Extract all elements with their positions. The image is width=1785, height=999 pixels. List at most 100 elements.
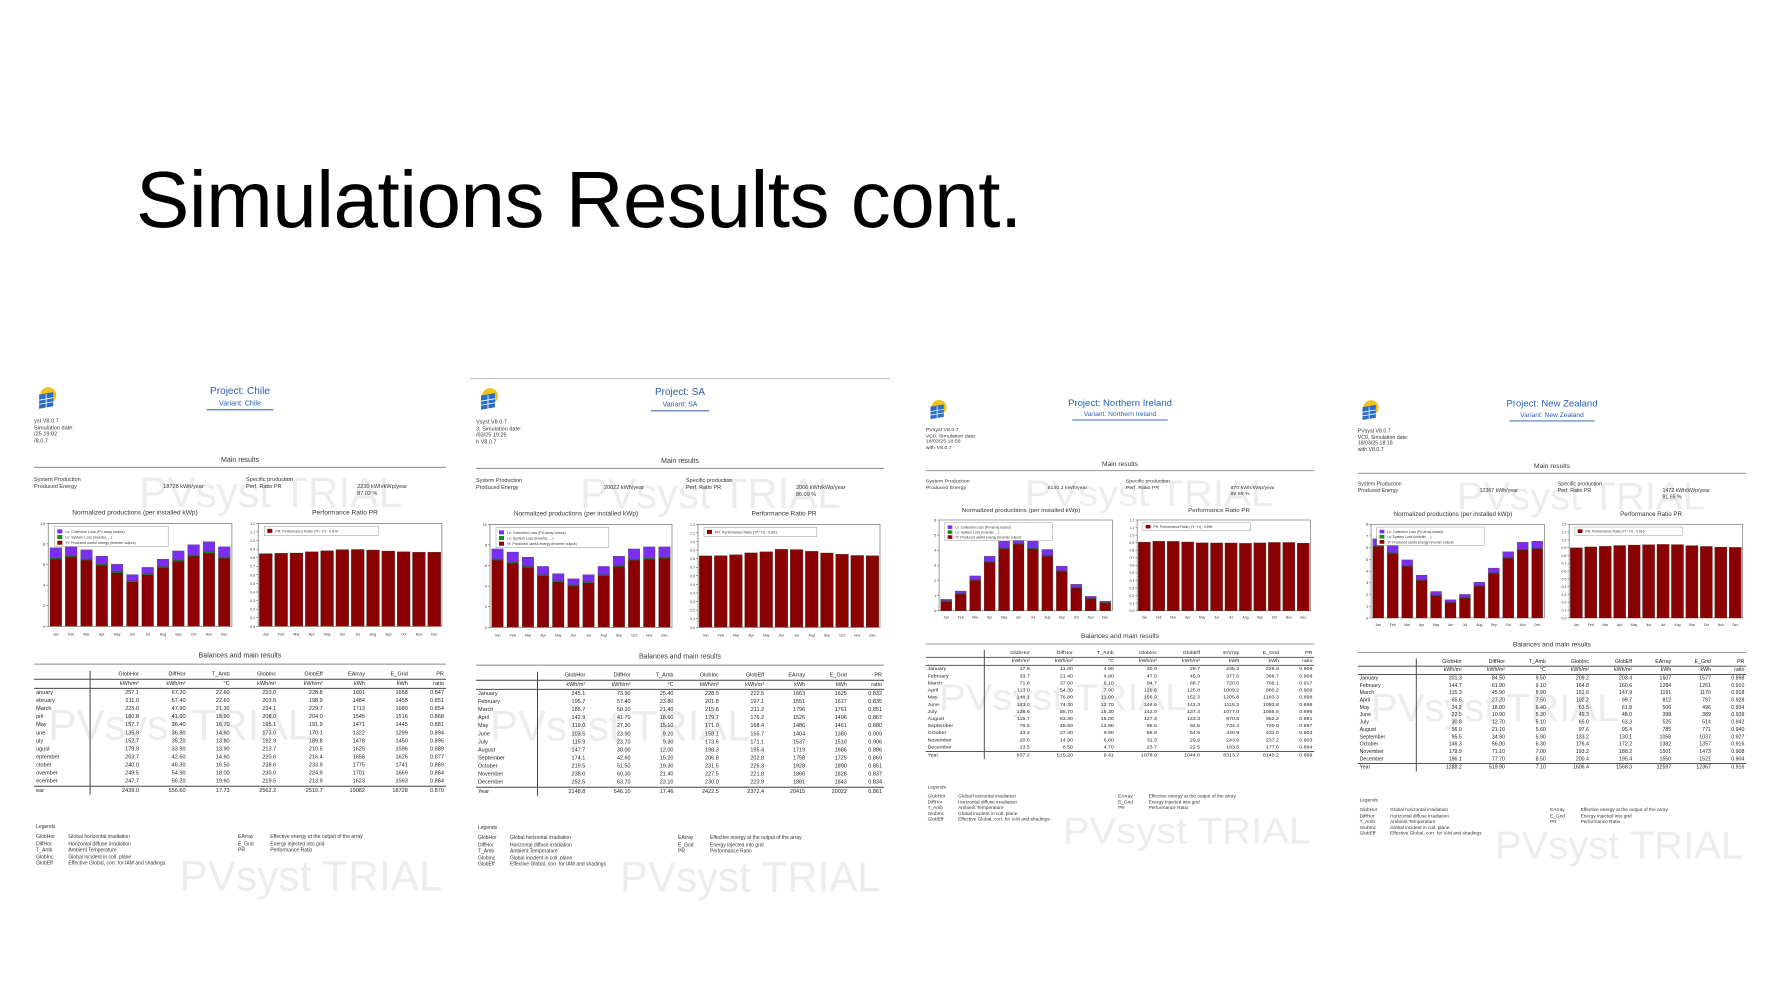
x-tick-label: Dec bbox=[1102, 616, 1108, 620]
table-cell: 0.891 bbox=[1299, 716, 1313, 722]
table-cell: 202.8 bbox=[750, 755, 765, 762]
table-cell: November bbox=[1357, 748, 1418, 756]
y-tick-label: 3 bbox=[934, 564, 936, 568]
table-cell: 720.6 bbox=[1226, 680, 1240, 687]
chart-legend: PR: Performance Ratio (Yf / Yr) : 0.899 bbox=[1142, 522, 1251, 531]
table-cell: 0.942 bbox=[1731, 719, 1745, 726]
x-tick-label: Oct bbox=[1506, 623, 1511, 627]
table-cell: 177.6 bbox=[1265, 744, 1279, 751]
table-cell: 0.928 bbox=[1731, 697, 1745, 704]
bar-segment bbox=[1444, 599, 1457, 603]
legend-key: GlobEff bbox=[927, 816, 944, 823]
bar-segment bbox=[157, 567, 169, 627]
table-header-row: GlobHor DiffHor T_Amb GlobInc GlobEff EArray E… bbox=[925, 649, 1315, 658]
table-cell: 1183.3 bbox=[1263, 695, 1279, 701]
table-row: November 238.0 60.30 21.40 227.5 221.8 1866 182… bbox=[476, 770, 884, 779]
legend-desc: Performance Ratio bbox=[270, 847, 313, 854]
pr-bar bbox=[699, 555, 713, 628]
table-cell: 137.4 bbox=[1186, 709, 1201, 715]
pr-bar bbox=[744, 552, 758, 628]
meta-line: VC0, Simulation date: bbox=[1357, 434, 1409, 441]
table-cell: 980.2 bbox=[1265, 688, 1279, 694]
table-cell: 0.847 bbox=[430, 689, 444, 696]
table-row: March 71.8 37.00 6.10 94.7 88.7 720.6 706.1 0.91… bbox=[925, 680, 1315, 688]
table-header-cell: kWh/m² bbox=[1031, 657, 1075, 666]
table-cell: 71.8 bbox=[1019, 680, 1030, 687]
table-cell: 243.9 bbox=[1226, 737, 1240, 744]
specific-production-label: Specific production bbox=[1557, 482, 1602, 488]
table-cell: 17.46 bbox=[632, 786, 676, 796]
produced-energy-label: Produced Energy bbox=[925, 485, 967, 491]
table-cell: 0.939 bbox=[1731, 712, 1745, 719]
table-row: eptember 203.7 42.60 14.60 220.6 216.4 1656 162… bbox=[34, 753, 446, 762]
table-cell: 2562.2 bbox=[231, 785, 279, 795]
table-header-cell: kWh/m² bbox=[587, 680, 633, 690]
x-tick-label: Jul bbox=[145, 632, 150, 636]
system-production-label: System Production bbox=[925, 479, 970, 485]
table-cell: April bbox=[925, 687, 986, 695]
watermark: PVsyst TRIAL bbox=[620, 853, 881, 901]
table-cell: 1526 bbox=[792, 715, 806, 722]
table-cell: 0.916 bbox=[1712, 763, 1747, 772]
y-tick-label: 1.2 bbox=[1130, 518, 1135, 522]
x-tick-label: Nov bbox=[854, 633, 861, 637]
x-tick-label: Aug bbox=[1674, 623, 1680, 627]
legend-desc: Global horizontal irradiation bbox=[1390, 807, 1449, 813]
table-row: April 142.9 41.70 18.60 179.7 176.2 1526 1496 0.… bbox=[476, 714, 884, 723]
x-tick-label: Feb bbox=[1390, 623, 1396, 627]
table-cell: 29.9 bbox=[1189, 737, 1201, 744]
table-cell: 148.6 bbox=[1143, 702, 1157, 708]
table-cell: August bbox=[925, 715, 986, 723]
table-cell: 174.1 bbox=[571, 755, 586, 762]
pr-bar bbox=[790, 549, 804, 628]
table-cell: 45.60 bbox=[1059, 723, 1073, 729]
legend-desc: Ambient Temperature bbox=[510, 848, 558, 855]
table-cell: 1866 bbox=[792, 771, 806, 778]
bar-segment bbox=[111, 571, 124, 573]
x-tick-label: Jul bbox=[1661, 623, 1666, 627]
table-row: ovember 249.5 54.90 18.00 230.0 224.9 1701 1669… bbox=[34, 769, 446, 778]
system-production-label: System Production bbox=[1357, 482, 1402, 488]
table-header-cell: EArray bbox=[766, 671, 808, 681]
table-cell: May bbox=[34, 721, 91, 730]
y-tick-label: 2 bbox=[43, 603, 46, 608]
y-tick-label: 6 bbox=[1366, 546, 1368, 550]
table-cell: 237.2 bbox=[1265, 737, 1279, 744]
table-header-cell: EArray bbox=[324, 670, 367, 680]
table-cell: 23.90 bbox=[616, 731, 631, 738]
bar-segment bbox=[1070, 587, 1082, 611]
project-title: Project: Northern Ireland bbox=[1068, 399, 1172, 409]
table-cell: 43.2 bbox=[1019, 730, 1030, 736]
x-tick-label: Jan bbox=[263, 632, 269, 636]
y-tick-label: 8 bbox=[1366, 523, 1368, 527]
bar-segment bbox=[1459, 597, 1471, 619]
bar-segment bbox=[65, 557, 78, 627]
table-cell: October bbox=[925, 729, 986, 737]
meta-line: /25 19:02 bbox=[34, 431, 58, 438]
table-cell: 88.7 bbox=[1189, 680, 1201, 687]
y-tick-label: 0.9 bbox=[1562, 546, 1567, 550]
legend-label: Lc: Collection Loss (PV-array losses) bbox=[507, 531, 566, 535]
table-cell: 36.40 bbox=[171, 722, 186, 729]
table-cell: 63.3 bbox=[1621, 719, 1633, 726]
x-tick-label: May bbox=[324, 632, 331, 636]
table-row: May 148.1 76.80 11.00 156.9 152.3 1205.8 1183.3… bbox=[925, 694, 1315, 702]
table-cell: 29.7 bbox=[1189, 666, 1201, 672]
table-cell: 203.6 bbox=[262, 697, 277, 704]
table-cell: 142.9 bbox=[571, 715, 586, 722]
table-cell: 0.864 bbox=[430, 778, 444, 785]
table-header-cell: GlobInc bbox=[231, 670, 279, 680]
table-cell: 1577 bbox=[1699, 675, 1711, 682]
divider bbox=[925, 470, 1315, 472]
table-cell: February bbox=[1357, 682, 1418, 690]
table-cell: 1566.3 bbox=[1590, 763, 1635, 772]
table-row: pril 180.8 41.60 18.90 208.0 204.0 1545 1516 0.8… bbox=[34, 713, 446, 722]
table-cell: 229.7 bbox=[308, 706, 323, 713]
x-tick-label: Apr bbox=[540, 633, 546, 637]
plot-frame bbox=[1136, 519, 1311, 611]
performance-ratio-chart: 0.0 0.1 0.2 0.3 0.4 0.5 0.6 0.7 0.8 0.9 1.0 1.1 1.2 J… bbox=[690, 523, 881, 637]
table-cell: 5.10 bbox=[1535, 719, 1546, 726]
x-tick-label: Apr bbox=[1617, 623, 1623, 627]
y-tick-label: 1.2 bbox=[1562, 523, 1567, 527]
legend-key: E_Grid bbox=[237, 840, 254, 847]
